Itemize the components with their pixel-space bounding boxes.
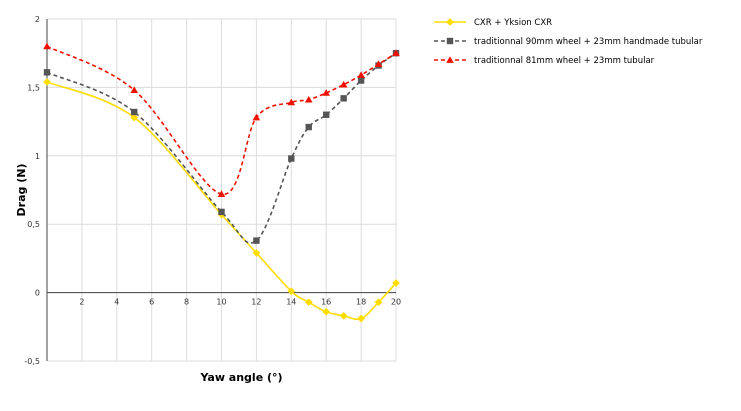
data-point (357, 71, 365, 78)
legend-entry: CXR + Yksion CXR (434, 18, 552, 28)
y-tick-label: 0,5 (27, 220, 40, 229)
y-tick-label: -0,5 (24, 357, 40, 366)
x-tick-label: 20 (391, 298, 401, 307)
data-point (304, 298, 313, 307)
legend-entry: traditionnal 90mm wheel + 23mm handmade … (434, 37, 703, 47)
y-tick-label: 2 (35, 15, 40, 24)
series-line (46, 45, 397, 195)
data-point (218, 208, 225, 216)
data-point (392, 49, 400, 57)
data-point (253, 237, 260, 244)
data-point (374, 60, 383, 67)
data-point (130, 86, 139, 93)
data-point (340, 95, 347, 102)
data-point (217, 190, 226, 197)
legend-label: CXR + Yksion CXR (474, 18, 552, 28)
data-point (288, 155, 295, 162)
legend-marker (446, 37, 454, 45)
grid (47, 18, 397, 362)
x-tick-label: 18 (356, 298, 366, 307)
legend-marker (446, 18, 454, 26)
data-point (131, 108, 138, 116)
y-tick-label: 1 (35, 152, 40, 161)
data-point (252, 248, 261, 257)
x-tick-label: 6 (149, 298, 154, 307)
series-triangle (43, 42, 400, 197)
legend-label: traditionnal 90mm wheel + 23mm handmade … (474, 37, 703, 47)
x-tick-label: 4 (114, 298, 119, 307)
data-point (339, 311, 348, 320)
data-point (357, 77, 365, 84)
y-tick-label: 1,5 (27, 83, 40, 92)
legend-entry: traditionnal 81mm wheel + 23mm tubular (434, 56, 655, 66)
axes: 2 4 6 8 10 12 14 16 18 20 2 1,5 1 0,5 0 -0,5 (24, 15, 401, 366)
x-tick-label: 2 (79, 298, 84, 307)
x-tick-label: 16 (321, 298, 331, 307)
data-point (339, 80, 348, 88)
data-point (43, 69, 51, 76)
data-point (252, 113, 261, 121)
data-point (43, 42, 51, 50)
x-axis-title: Yaw angle (°) (199, 371, 282, 384)
x-tick-label: 14 (286, 298, 296, 307)
legend: CXR + Yksion CXR traditionnal 90mm wheel … (434, 18, 703, 66)
data-point (287, 287, 296, 296)
data-point (43, 77, 51, 86)
data-point (322, 307, 331, 316)
data-point (323, 111, 330, 118)
legend-label: traditionnal 81mm wheel + 23mm tubular (474, 56, 655, 66)
data-point (304, 95, 313, 103)
data-point (130, 113, 139, 122)
data-point (305, 123, 312, 131)
x-tick-label: 8 (184, 298, 189, 307)
series-line (46, 81, 397, 321)
x-tick-label: 12 (251, 298, 261, 307)
y-tick-label: 0 (35, 289, 40, 298)
series-layer (43, 42, 400, 323)
data-point (392, 279, 400, 287)
data-point (287, 98, 296, 106)
x-tick-label: 10 (216, 298, 226, 307)
y-axis-title: Drag (N) (15, 164, 28, 217)
data-point (357, 314, 366, 323)
legend-marker (446, 56, 454, 63)
data-point (322, 89, 330, 96)
data-point (374, 298, 383, 307)
